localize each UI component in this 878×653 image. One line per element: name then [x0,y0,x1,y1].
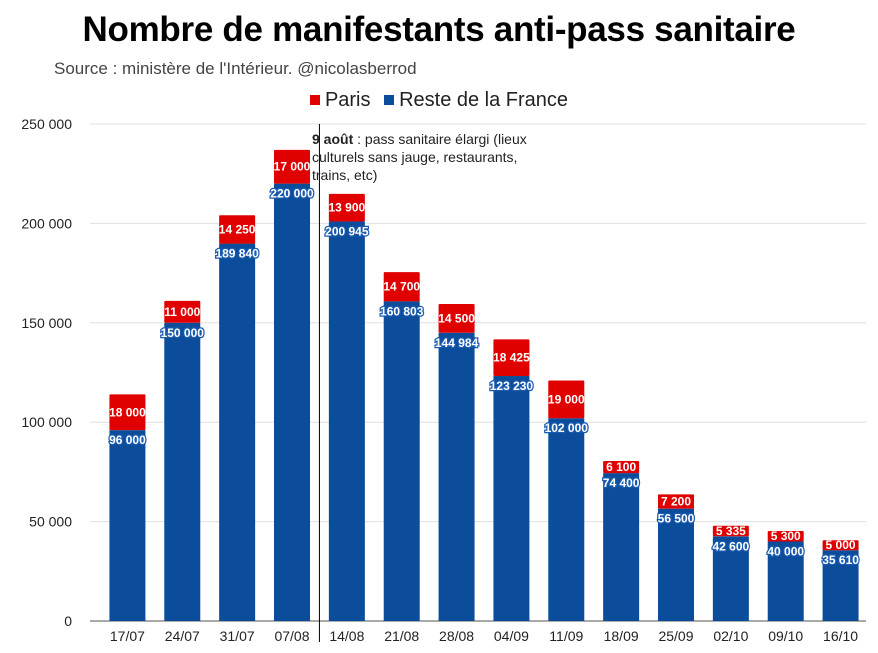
x-tick-label: 09/10 [768,628,803,644]
y-tick-label: 0 [64,613,72,629]
legend-item-reste: Reste de la France [384,89,568,112]
data-label-paris: 5 300 [771,529,801,543]
bar-paris [822,540,859,551]
bar-reste-de-la-france [822,550,859,621]
data-label-paris: 18 425 [493,351,530,365]
data-label-reste: 189 840 [215,247,259,261]
bar-paris [219,215,256,244]
annotation-text: : pass sanitaire élargi (lieux culturels… [312,131,527,183]
data-label-paris: 6 100 [606,460,636,474]
bar-reste-de-la-france [438,332,475,621]
bar-reste-de-la-france [219,243,256,621]
x-tick-label: 18/09 [604,628,639,644]
data-label-reste: 42 600 [713,539,750,553]
bar-reste-de-la-france [548,418,585,621]
data-label-paris: 19 000 [548,392,585,406]
bar-reste-de-la-france [164,322,201,621]
data-label-reste: 40 000 [767,544,804,558]
bar-reste-de-la-france [712,536,749,621]
bar-reste-de-la-france [658,508,694,621]
bar-paris [493,339,530,377]
x-tick-label: 25/09 [658,628,693,644]
y-tick-label: 200 000 [21,215,72,231]
legend-label-reste: Reste de la France [399,88,569,111]
data-label-paris: 17 000 [274,160,311,174]
bar-reste-de-la-france [767,541,804,621]
bar-paris [603,460,640,474]
bar-reste-de-la-france [109,430,146,621]
x-tick-label: 16/10 [823,628,858,644]
y-tick-label: 150 000 [21,315,72,331]
data-label-reste: 74 400 [603,476,640,490]
data-label-paris: 14 700 [383,280,420,294]
bar-paris [767,530,804,542]
chart-title: Nombre de manifestants anti-pass sanitai… [82,10,796,49]
bar-paris [274,149,310,184]
data-label-paris: 5 000 [826,538,856,552]
y-tick-label: 100 000 [21,414,72,430]
legend-item-paris: Paris [309,88,371,112]
x-tick-label: 17/07 [110,628,145,644]
data-label-paris: 11 000 [164,305,200,319]
x-tick-label: 07/08 [274,628,309,644]
annotation-bold: 9 août [312,131,354,147]
bar-reste-de-la-france [383,301,420,621]
bar-paris [438,303,475,333]
x-tick-label: 04/09 [494,628,529,644]
bar-paris [712,525,749,537]
bar-paris [658,494,694,509]
data-label-paris: 13 900 [329,201,366,215]
bar-reste-de-la-france [603,473,640,621]
bar-reste-de-la-france [328,221,365,621]
data-label-paris: 14 250 [219,222,256,236]
data-label-reste: 102 000 [545,421,589,435]
legend-label-paris: Paris [324,88,371,111]
legend-swatch-paris [309,95,320,105]
legend-swatch-reste [384,95,395,105]
x-tick-label: 02/10 [713,628,748,644]
y-tick-label: 50 000 [29,514,72,530]
bar-reste-de-la-france [493,376,530,621]
data-label-reste: 200 945 [325,225,369,239]
legend: Paris Reste de la France [0,88,878,112]
x-tick-label: 28/08 [439,628,474,644]
chart-subtitle: Source : ministère de l'Intérieur. @nico… [54,59,417,78]
data-label-reste: 35 610 [822,553,859,567]
data-label-paris: 14 500 [438,311,475,325]
data-label-reste: 123 230 [490,379,534,393]
bar-paris [164,300,201,323]
bar-reste-de-la-france [274,183,310,621]
annotation-9-aout: 9 août : pass sanitaire élargi (lieux cu… [312,130,542,184]
x-tick-label: 21/08 [384,628,419,644]
data-label-reste: 220 000 [270,187,314,201]
data-label-reste: 150 000 [161,326,205,340]
data-label-paris: 5 335 [716,524,746,538]
x-tick-label: 24/07 [165,628,200,644]
data-label-reste: 96 000 [109,433,146,447]
data-label-reste: 160 803 [380,304,424,318]
bar-paris [383,272,420,302]
data-label-paris: 7 200 [661,495,691,509]
bar-paris [548,380,585,419]
x-tick-label: 11/09 [549,628,583,644]
x-tick-label: 31/07 [220,628,255,644]
bar-paris [109,394,146,431]
data-label-reste: 56 500 [658,512,695,526]
y-tick-label: 250 000 [21,116,72,132]
bar-paris [328,193,365,222]
data-label-paris: 18 000 [109,405,146,419]
x-tick-label: 14/08 [329,628,364,644]
data-label-reste: 144 984 [435,336,479,350]
